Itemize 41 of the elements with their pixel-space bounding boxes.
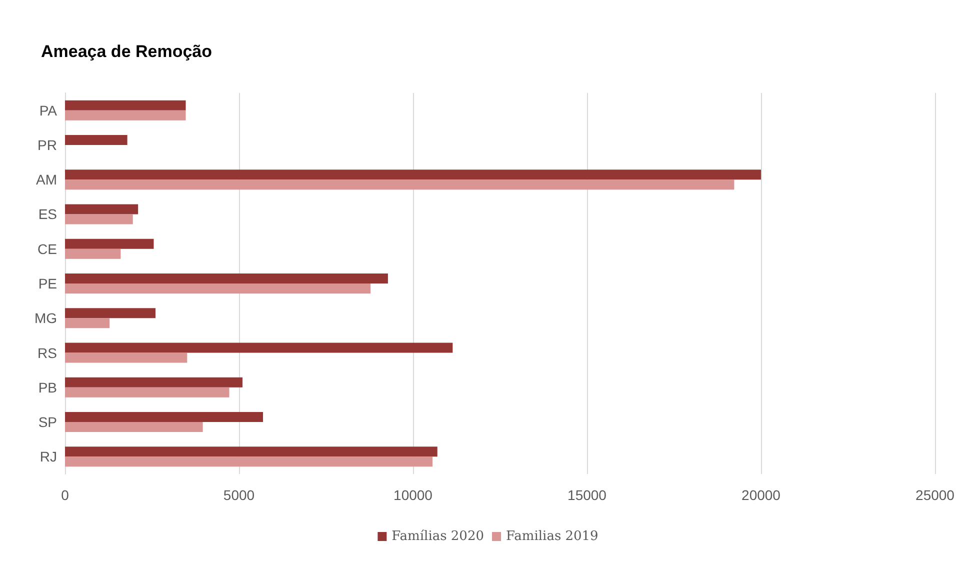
bar: [65, 180, 734, 190]
y-tick-label: AM: [36, 172, 57, 188]
y-tick-label: PB: [38, 379, 57, 396]
chart-title: Ameaça de Remoção: [41, 42, 212, 61]
bar: [65, 274, 388, 284]
y-tick-label: PA: [39, 102, 58, 118]
bar: [65, 204, 138, 214]
y-tick-label: PE: [38, 276, 57, 292]
y-tick-label: RJ: [40, 448, 57, 465]
y-tick-label: MG: [34, 310, 57, 326]
x-tick-label: 0: [61, 487, 70, 503]
bar: [65, 308, 156, 318]
y-tick-label: CE: [38, 240, 57, 257]
bar: [65, 100, 186, 110]
bar: [65, 412, 264, 422]
bar: [65, 248, 121, 259]
x-tick-label: 5000: [223, 487, 255, 503]
bar: [65, 238, 154, 249]
bar: [65, 318, 110, 328]
x-tick-label: 15000: [568, 487, 607, 503]
legend-label: Familias 2019: [506, 529, 598, 544]
bar: [65, 422, 203, 432]
bar: [65, 342, 453, 353]
bar: [65, 387, 230, 398]
bar: [65, 284, 371, 294]
bar: [65, 446, 438, 457]
bar: [65, 352, 188, 363]
y-tick-label: ES: [38, 206, 57, 222]
x-tick-label: 20000: [742, 487, 781, 503]
bar: [65, 134, 128, 145]
y-tick-label: PR: [38, 136, 57, 153]
x-tick-label: 25000: [916, 487, 955, 503]
legend-label: Famílias 2020: [392, 529, 484, 544]
bar: [65, 456, 432, 467]
y-tick-label: SP: [38, 414, 57, 430]
bar: [65, 377, 242, 388]
bar: [65, 214, 133, 224]
y-tick-label: RS: [38, 344, 57, 361]
bar: [65, 110, 186, 120]
bar: [65, 170, 761, 180]
x-tick-label: 10000: [394, 487, 433, 503]
